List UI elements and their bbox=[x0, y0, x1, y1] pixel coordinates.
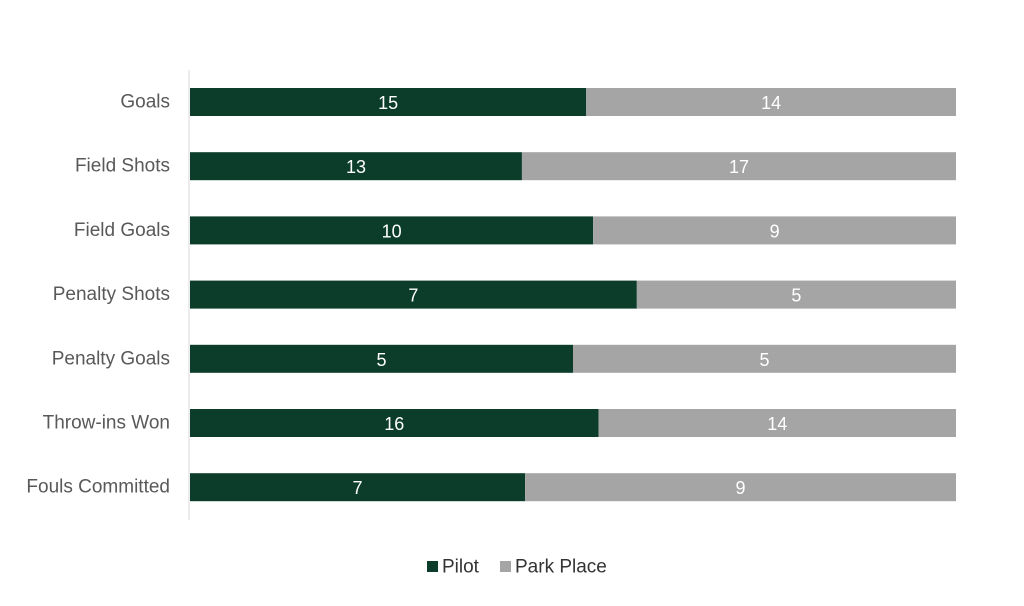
category-label: Fouls Committed bbox=[26, 477, 170, 498]
category-label: Field Shots bbox=[75, 156, 170, 177]
bar-segment-park-place bbox=[598, 409, 956, 437]
labels-layer: Goals 15 14 Field Shots 13 17 Field Goals 10 9 Pe… bbox=[26, 92, 801, 499]
category-label: Goals bbox=[120, 92, 170, 113]
legend-swatch bbox=[427, 561, 438, 572]
bar-segment-pilot bbox=[190, 473, 526, 502]
bar-segment-pilot bbox=[190, 344, 573, 373]
data-label: 17 bbox=[729, 157, 749, 177]
data-label: 15 bbox=[378, 93, 398, 113]
bar-segment-park-place bbox=[525, 473, 956, 502]
bar-segment-park-place bbox=[586, 88, 956, 116]
data-label: 14 bbox=[761, 93, 781, 113]
bar-segment-pilot bbox=[190, 152, 522, 181]
data-label: 16 bbox=[384, 414, 404, 434]
data-label: 7 bbox=[353, 478, 363, 498]
bar-segment-park-place bbox=[636, 280, 956, 309]
category-label: Penalty Goals bbox=[52, 348, 170, 369]
bar-segment-park-place bbox=[593, 216, 956, 245]
bar-segment-pilot bbox=[190, 409, 599, 437]
bar-segment-pilot bbox=[190, 280, 637, 309]
legend-label: Park Place bbox=[515, 557, 607, 578]
data-label: 13 bbox=[346, 157, 366, 177]
data-label: 5 bbox=[791, 286, 801, 306]
data-label: 9 bbox=[770, 221, 780, 241]
category-label: Penalty Shots bbox=[53, 284, 170, 305]
bar-segment-park-place bbox=[521, 152, 956, 181]
data-label: 7 bbox=[408, 286, 418, 306]
legend-label: Pilot bbox=[442, 557, 480, 578]
bar-segment-pilot bbox=[190, 216, 594, 245]
data-label: 5 bbox=[759, 350, 769, 370]
bar-segment-pilot bbox=[190, 88, 587, 116]
data-label: 9 bbox=[736, 478, 746, 498]
data-label: 5 bbox=[376, 350, 386, 370]
category-label: Throw-ins Won bbox=[43, 413, 170, 434]
bars-layer bbox=[190, 88, 956, 502]
legend: Pilot Park Place bbox=[427, 557, 607, 578]
data-label: 14 bbox=[767, 414, 787, 434]
data-label: 10 bbox=[382, 221, 402, 241]
category-label: Field Goals bbox=[74, 220, 170, 241]
legend-swatch bbox=[500, 561, 511, 572]
bar-segment-park-place bbox=[573, 344, 956, 373]
